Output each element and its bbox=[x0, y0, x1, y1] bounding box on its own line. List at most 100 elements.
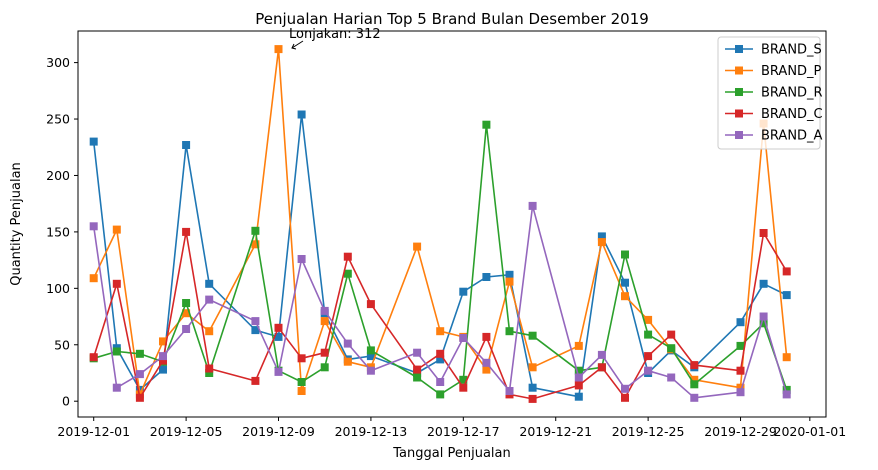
data-point-brand-s bbox=[159, 365, 167, 374]
data-point-brand-p bbox=[621, 292, 629, 301]
y-tick-label: 200 bbox=[46, 168, 70, 183]
data-point-brand-a bbox=[482, 358, 491, 367]
x-tick-label: 2020-01-01 bbox=[774, 424, 847, 439]
x-axis-label: Tanggal Penjualan bbox=[392, 446, 510, 461]
legend-label: BRAND_R bbox=[761, 86, 823, 101]
y-tick-label: 100 bbox=[46, 281, 70, 296]
series-brand-a bbox=[89, 201, 791, 402]
data-point-brand-a bbox=[759, 312, 768, 321]
legend-item-brand-p: BRAND_P bbox=[725, 64, 822, 79]
data-point-brand-p bbox=[436, 327, 445, 336]
x-tick-label: 2019-12-29 bbox=[704, 424, 777, 439]
data-point-brand-c bbox=[135, 393, 144, 402]
y-tick-label: 50 bbox=[54, 337, 70, 352]
data-point-brand-s bbox=[782, 291, 791, 300]
x-tick-label: 2019-12-13 bbox=[335, 424, 408, 439]
legend-item-brand-c: BRAND_C bbox=[725, 107, 823, 122]
data-point-brand-c bbox=[528, 394, 537, 403]
data-point-brand-r bbox=[759, 319, 768, 328]
data-point-brand-a bbox=[205, 295, 214, 304]
data-point-brand-a bbox=[112, 383, 121, 392]
legend-item-brand-a: BRAND_A bbox=[725, 129, 823, 144]
data-point-brand-r bbox=[459, 375, 468, 384]
data-point-brand-s bbox=[597, 232, 606, 241]
data-point-brand-c bbox=[459, 383, 468, 392]
data-point-brand-a bbox=[644, 366, 653, 375]
data-point-brand-r bbox=[528, 331, 537, 340]
data-point-brand-a bbox=[528, 201, 537, 210]
data-point-brand-r bbox=[182, 299, 191, 307]
data-point-brand-a bbox=[274, 367, 283, 376]
data-point-brand-a bbox=[782, 390, 791, 399]
data-point-brand-r bbox=[782, 385, 791, 394]
data-point-brand-r bbox=[112, 347, 121, 356]
data-point-brand-r bbox=[413, 373, 422, 382]
data-point-brand-a bbox=[667, 373, 676, 382]
data-point-brand-p bbox=[159, 337, 167, 346]
x-tick-label: 2019-12-09 bbox=[242, 424, 315, 439]
data-point-brand-c bbox=[112, 279, 121, 288]
y-axis-label: Quantity Penjualan bbox=[9, 162, 24, 286]
data-point-brand-r bbox=[574, 366, 583, 375]
data-point-brand-s bbox=[528, 383, 537, 392]
series-line-brand-p bbox=[92, 48, 788, 396]
legend-swatch-marker bbox=[735, 131, 743, 139]
data-point-brand-s bbox=[505, 270, 514, 279]
series-layer bbox=[89, 45, 791, 403]
data-point-brand-s bbox=[459, 287, 468, 296]
data-point-brand-s bbox=[297, 110, 306, 119]
data-point-brand-s bbox=[205, 279, 214, 288]
data-point-brand-s bbox=[274, 332, 283, 341]
data-point-brand-a bbox=[89, 222, 98, 231]
data-point-brand-r bbox=[320, 363, 329, 372]
annotation: Lonjakan: 312 bbox=[289, 27, 381, 50]
data-point-brand-r bbox=[621, 250, 629, 259]
data-point-brand-p bbox=[182, 309, 191, 318]
data-point-brand-a bbox=[574, 373, 583, 382]
legend-box bbox=[717, 36, 821, 150]
data-point-brand-r bbox=[251, 226, 260, 235]
data-point-brand-r bbox=[667, 344, 676, 353]
data-point-brand-p bbox=[736, 383, 745, 392]
data-point-brand-a bbox=[135, 370, 144, 379]
legend-label: BRAND_S bbox=[761, 43, 822, 58]
data-point-brand-r bbox=[736, 341, 745, 350]
data-point-brand-c bbox=[159, 356, 167, 365]
legend-item-brand-s: BRAND_S bbox=[725, 43, 822, 58]
data-point-brand-c bbox=[644, 352, 653, 361]
annotation-arrowhead bbox=[291, 43, 297, 50]
legend-label: BRAND_A bbox=[761, 129, 823, 144]
data-point-brand-p bbox=[205, 327, 214, 336]
data-point-brand-s bbox=[574, 392, 583, 401]
data-point-brand-a bbox=[159, 352, 167, 361]
data-point-brand-s bbox=[482, 273, 491, 281]
legend-swatch-marker bbox=[735, 88, 743, 96]
y-tick-label: 250 bbox=[46, 112, 70, 127]
data-point-brand-p bbox=[505, 277, 514, 286]
data-point-brand-c bbox=[736, 366, 745, 375]
data-point-brand-r bbox=[436, 390, 445, 399]
chart-title: Penjualan Harian Top 5 Brand Bulan Desem… bbox=[255, 10, 649, 28]
data-point-brand-a bbox=[736, 388, 745, 397]
data-point-brand-s bbox=[251, 326, 260, 335]
data-point-brand-c bbox=[667, 330, 676, 339]
data-point-brand-c bbox=[320, 348, 329, 357]
data-point-brand-c bbox=[297, 354, 306, 363]
data-point-brand-p bbox=[413, 242, 422, 251]
data-point-brand-a bbox=[413, 348, 422, 357]
data-point-brand-p bbox=[528, 363, 537, 372]
data-point-brand-p bbox=[690, 375, 699, 384]
data-point-brand-c bbox=[482, 332, 491, 341]
data-point-brand-p bbox=[89, 274, 98, 283]
data-point-brand-r bbox=[366, 346, 375, 355]
data-point-brand-p bbox=[782, 353, 791, 362]
legend-label: BRAND_P bbox=[761, 64, 822, 79]
data-point-brand-p bbox=[574, 341, 583, 350]
data-point-brand-p bbox=[482, 365, 491, 374]
data-point-brand-r bbox=[482, 120, 491, 129]
legend-label: BRAND_C bbox=[761, 107, 823, 122]
data-point-brand-r bbox=[690, 380, 699, 389]
data-point-brand-s bbox=[366, 352, 375, 361]
data-point-brand-p bbox=[343, 357, 352, 366]
